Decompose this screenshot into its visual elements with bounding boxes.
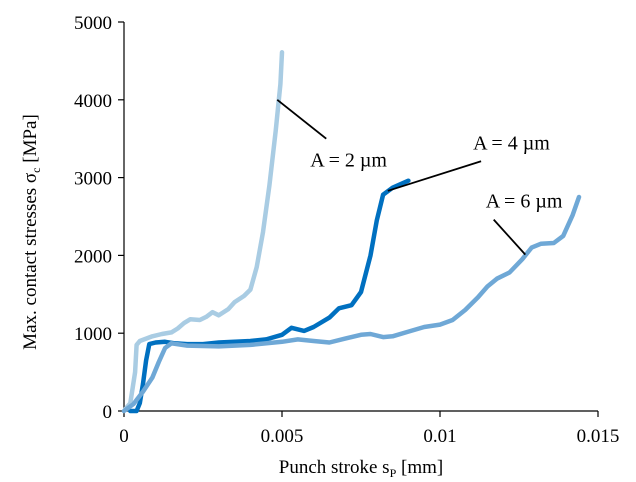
y-tick-label: 2000 [74,246,112,267]
x-tick-label: 0.005 [261,426,304,447]
x-axis-title: Punch stroke sP [mm] [279,457,443,480]
annotation-label: A = 4 µm [473,132,550,154]
annotation-label: A = 2 µm [310,150,387,172]
y-tick-label: 3000 [74,169,112,190]
x-axis-title-subscript: P [390,466,397,480]
x-tick-label: 0.015 [577,426,620,447]
y-axis-title-unit: [MPa] [20,114,41,167]
plot-area: 0 0.005 0.01 0.015 0 1000 2000 3000 4000 5000 A =… [74,13,619,447]
x-tick-label: 0 [119,426,129,447]
x-tick-label: 0.01 [423,426,456,447]
annotation-label: A = 6 µm [486,191,563,213]
annotation-leader-line [387,160,482,192]
y-tick-label: 5000 [74,13,112,34]
x-axis-title-main: Punch stroke s [279,457,390,478]
y-tick-label: 4000 [74,91,112,112]
y-axis-title: Max. contact stresses σc [MPa] [20,114,43,350]
y-axis-title-main: Max. contact stresses σ [20,173,41,350]
y-tick-label: 1000 [74,324,112,345]
axis-ticks: 0 0.005 0.01 0.015 0 1000 2000 3000 4000 5000 [74,13,619,447]
annotation-leader-line [493,219,526,256]
y-tick-label: 0 [103,402,113,423]
x-axis-title-unit: [mm] [396,457,443,478]
annotation-layer: A = 2 µm A = 4 µm A = 6 µm [276,99,563,256]
series-line-2 [128,178,411,414]
series-line-3 [121,194,582,414]
series-layer [121,50,582,414]
series-line-1 [123,50,285,411]
y-axis-title-subscript: c [29,168,43,173]
annotation-leader-line [276,99,327,140]
